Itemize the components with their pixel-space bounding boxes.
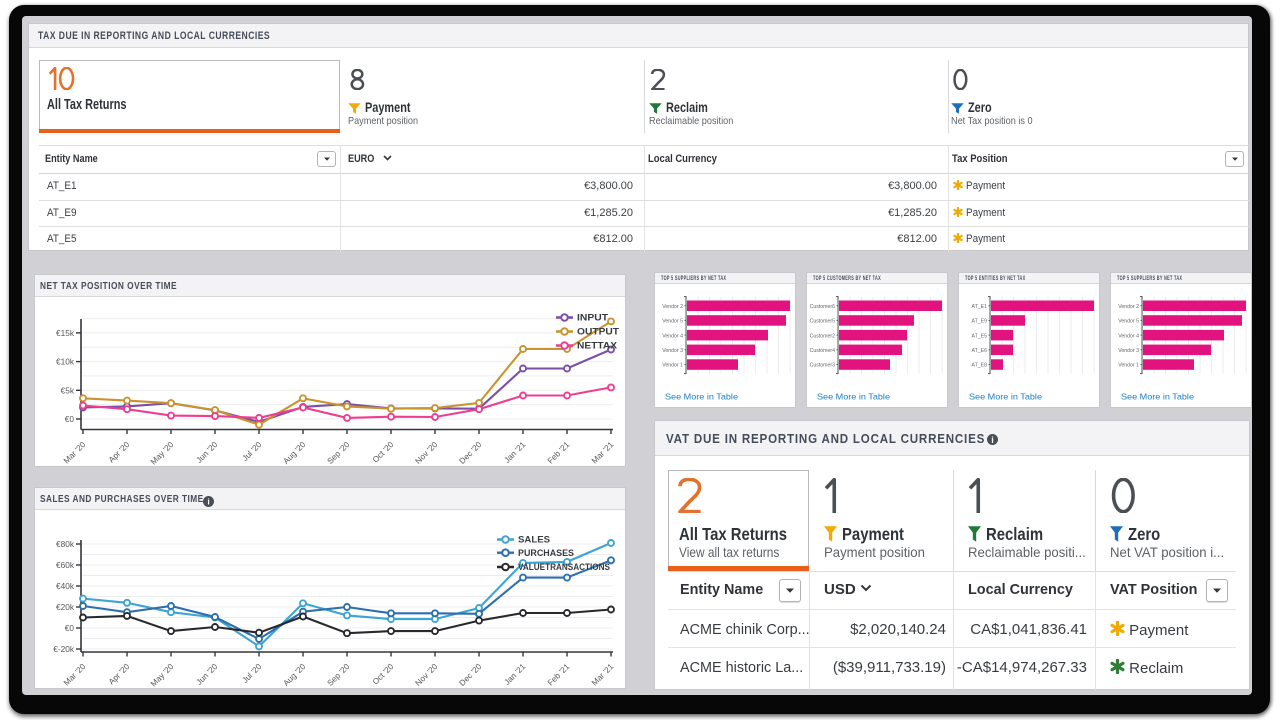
svg-text:Mar '20: Mar '20 (62, 662, 88, 688)
svg-text:See More in Table: See More in Table (1121, 392, 1194, 402)
svg-text:SALES: SALES (518, 535, 550, 545)
svg-text:Customer2: Customer2 (810, 333, 835, 339)
svg-text:Aug '20: Aug '20 (282, 440, 308, 466)
svg-text:Vendor 2: Vendor 2 (1118, 304, 1139, 310)
svg-text:NETTAX: NETTAX (577, 341, 617, 351)
svg-text:Feb '21: Feb '21 (546, 440, 572, 466)
svg-text:Apr '20: Apr '20 (107, 662, 132, 687)
svg-text:INPUT: INPUT (577, 313, 609, 323)
svg-text:Vendor 5: Vendor 5 (662, 319, 683, 325)
svg-text:PURCHASES: PURCHASES (518, 548, 574, 558)
svg-text:Oct '20: Oct '20 (371, 440, 396, 465)
svg-text:Mar '20: Mar '20 (62, 440, 88, 466)
svg-text:Nov '20: Nov '20 (414, 662, 440, 688)
svg-text:Vendor 3: Vendor 3 (1118, 348, 1139, 354)
svg-text:See More in Table: See More in Table (665, 392, 738, 402)
svg-text:€80k: €80k (56, 539, 75, 549)
svg-text:€60k: €60k (56, 560, 75, 570)
svg-text:Jul '20: Jul '20 (240, 662, 263, 685)
svg-text:€40k: €40k (56, 581, 75, 591)
svg-text:AT_E1: AT_E1 (972, 304, 988, 310)
svg-text:€-20k: €-20k (53, 644, 75, 654)
svg-text:€0: €0 (65, 414, 75, 424)
svg-text:Mar '21: Mar '21 (590, 440, 616, 466)
svg-text:Customer3: Customer3 (810, 363, 835, 369)
svg-text:Nov '20: Nov '20 (414, 440, 440, 466)
svg-text:€10k: €10k (56, 357, 75, 367)
svg-text:€5k: €5k (61, 385, 75, 395)
svg-text:May '20: May '20 (149, 440, 176, 466)
svg-text:Customer4: Customer4 (810, 348, 835, 354)
svg-text:Jun '20: Jun '20 (195, 662, 220, 687)
svg-text:Vendor 1: Vendor 1 (1118, 363, 1139, 369)
svg-text:See More in Table: See More in Table (817, 392, 890, 402)
svg-text:Sep '20: Sep '20 (326, 440, 352, 466)
svg-text:Mar '21: Mar '21 (590, 662, 616, 688)
svg-text:Vendor 3: Vendor 3 (662, 348, 683, 354)
svg-text:€20k: €20k (56, 602, 75, 612)
svg-text:AT_E8: AT_E8 (972, 363, 988, 369)
svg-text:AT_E5: AT_E5 (972, 333, 988, 339)
svg-text:Oct '20: Oct '20 (371, 662, 396, 687)
svg-text:OUTPUT: OUTPUT (577, 327, 620, 337)
svg-text:Dec '20: Dec '20 (458, 440, 484, 466)
svg-text:Apr '20: Apr '20 (107, 440, 132, 465)
svg-text:Vendor 1: Vendor 1 (662, 363, 683, 369)
svg-text:Vendor 2: Vendor 2 (662, 304, 683, 310)
svg-text:AT_E6: AT_E6 (972, 348, 988, 354)
svg-text:Jan '21: Jan '21 (503, 662, 528, 687)
svg-text:See More in Table: See More in Table (969, 392, 1042, 402)
svg-text:€0: €0 (65, 623, 75, 633)
svg-text:Jun '20: Jun '20 (195, 440, 220, 465)
svg-text:Vendor 4: Vendor 4 (662, 333, 683, 339)
svg-text:Sep '20: Sep '20 (326, 662, 352, 688)
svg-text:Vendor 4: Vendor 4 (1118, 333, 1139, 339)
svg-text:Jul '20: Jul '20 (240, 440, 263, 463)
svg-text:€15k: €15k (56, 328, 75, 338)
svg-text:Feb '21: Feb '21 (546, 662, 572, 688)
svg-text:Jan '21: Jan '21 (503, 440, 528, 465)
svg-text:Customer6: Customer6 (810, 304, 835, 310)
svg-text:i: i (207, 496, 209, 506)
svg-text:VALUETRANSACTIONS: VALUETRANSACTIONS (518, 562, 610, 572)
svg-text:i: i (991, 435, 994, 445)
svg-text:Aug '20: Aug '20 (282, 662, 308, 688)
svg-text:Dec '20: Dec '20 (458, 662, 484, 688)
svg-text:Customer5: Customer5 (810, 319, 835, 325)
svg-text:Vendor 5: Vendor 5 (1118, 319, 1139, 325)
svg-text:AT_E9: AT_E9 (972, 319, 988, 325)
svg-text:May '20: May '20 (149, 662, 176, 688)
